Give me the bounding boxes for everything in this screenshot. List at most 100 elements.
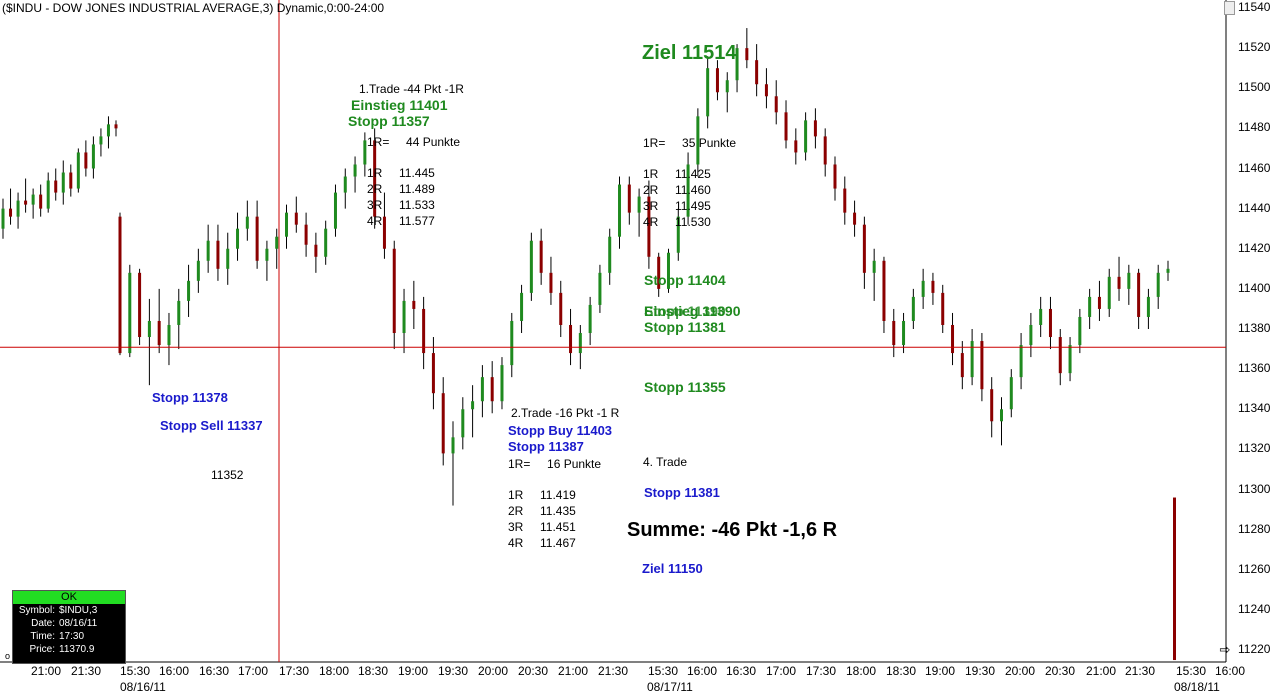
einstieg-11390-label: Einstieg 11390: [644, 303, 741, 319]
value-11352-label: 11352: [211, 468, 244, 482]
candle-body: [951, 324, 955, 354]
candlestick-series: [1, 28, 1176, 661]
scroll-right-icon[interactable]: ⇨: [1219, 642, 1231, 657]
crosshair: [0, 0, 1226, 662]
candle-body: [187, 280, 191, 301]
chart-axes: [0, 0, 1227, 663]
window-button[interactable]: [1224, 1, 1235, 15]
target-row: 3R 11.533: [367, 198, 435, 214]
stopp-11390-label: Stopp 11390: [644, 303, 726, 319]
candle-body: [764, 84, 768, 97]
candle-body: [804, 120, 808, 153]
target-row: 3R 11.495: [643, 199, 711, 215]
candle-body: [99, 136, 103, 145]
candle-body: [1078, 316, 1082, 346]
data-window-value: 08/16/11: [59, 618, 98, 629]
candle-body: [1127, 272, 1131, 289]
target-price: 11.577: [399, 214, 435, 228]
candle-body: [784, 112, 788, 141]
candle-body: [999, 409, 1003, 422]
target-price: 11.495: [675, 199, 711, 213]
candle-body: [1097, 296, 1101, 309]
candle-body: [608, 236, 612, 273]
price-tick-label: 11520: [1238, 40, 1271, 55]
candle-body: [333, 192, 337, 229]
candle-body: [216, 240, 220, 269]
candle-body: [31, 194, 35, 205]
trade1-stop: Stopp 11357: [348, 113, 430, 129]
candle-body: [823, 136, 827, 165]
data-window-key: Date:: [31, 618, 55, 629]
candle-body: [451, 437, 455, 454]
time-tick-label: 21:30: [71, 664, 102, 678]
candle-body: [862, 224, 866, 273]
candle-body: [676, 216, 680, 253]
time-tick-label: 15:30: [120, 664, 151, 678]
time-tick-label: 21:30: [1125, 664, 1156, 678]
candle-body: [706, 68, 710, 117]
candle-body: [539, 240, 543, 273]
candle-body: [578, 333, 582, 354]
time-tick-label: 16:30: [199, 664, 230, 678]
price-tick-label: 11500: [1238, 80, 1271, 95]
candle-body: [324, 228, 328, 257]
candle-body: [16, 200, 20, 217]
candle-body: [686, 164, 690, 217]
target-row: 1R 11.445: [367, 166, 435, 182]
date-label: 08/18/11: [1174, 680, 1220, 694]
candle-body: [114, 124, 118, 129]
trade3-targets: 1R 11.425 2R 11.460 3R 11.495 4R 11.530: [643, 167, 711, 231]
target-row: 3R 11.451: [508, 520, 576, 536]
candle-body: [1019, 345, 1023, 378]
summe-label: Summe: -46 Pkt -1,6 R: [627, 519, 838, 541]
price-tick-label: 11540: [1238, 0, 1271, 14]
target-r-label: 1R: [508, 488, 524, 502]
data-window-row: Symbol: $INDU,3: [13, 604, 125, 617]
time-tick-label: 18:00: [846, 664, 877, 678]
target-price: 11.435: [540, 504, 576, 518]
candle-body: [255, 216, 259, 261]
stopp-11355-label: Stopp 11355: [644, 379, 726, 395]
target-r-label: 4R: [508, 536, 524, 550]
time-tick-label: 20:30: [518, 664, 549, 678]
trade1-title: 1.Trade -44 Pkt -1R: [359, 82, 464, 96]
data-window-row: Date: 08/16/11: [13, 617, 125, 630]
target-r-label: 2R: [508, 504, 524, 518]
candle-body: [666, 252, 670, 289]
candle-body: [382, 216, 386, 249]
candle-body: [54, 180, 58, 193]
candle-body: [363, 140, 367, 165]
candle-body: [9, 208, 13, 217]
time-tick-label: 17:00: [766, 664, 797, 678]
stopp-11404-label: Stopp 11404: [644, 272, 726, 288]
data-window-value: 17:30: [59, 631, 85, 642]
time-tick-label: 19:30: [965, 664, 996, 678]
candle-body: [24, 200, 28, 205]
candle-body: [980, 341, 984, 390]
time-tick-label: 19:00: [925, 664, 956, 678]
candle-body: [46, 180, 50, 209]
candle-body: [510, 320, 514, 366]
data-window-value: $INDU,3: [59, 605, 98, 616]
data-window-row: Price: 11370.9: [13, 643, 125, 656]
candle-body: [647, 196, 651, 257]
trade1-entry: Einstieg 11401: [351, 97, 448, 113]
target-price: 11.419: [540, 488, 576, 502]
price-tick-label: 11340: [1238, 401, 1271, 416]
target-price: 11.460: [675, 183, 711, 197]
candle-body: [520, 292, 524, 321]
data-window-value: 11370.9: [59, 644, 95, 655]
target-r-label: 3R: [643, 199, 659, 213]
candle-body: [84, 152, 88, 169]
time-tick-label: 20:30: [1045, 664, 1076, 678]
price-tick-label: 11260: [1238, 561, 1271, 576]
date-label: 08/16/11: [120, 680, 166, 694]
candle-body: [1117, 276, 1121, 289]
candle-body: [275, 236, 279, 249]
target-row: 4R 11.467: [508, 536, 576, 552]
price-tick-label: 11420: [1238, 240, 1271, 255]
target-r-label: 3R: [508, 520, 524, 534]
target-r-label: 4R: [643, 215, 659, 229]
dot-marker-icon: o: [5, 651, 11, 661]
